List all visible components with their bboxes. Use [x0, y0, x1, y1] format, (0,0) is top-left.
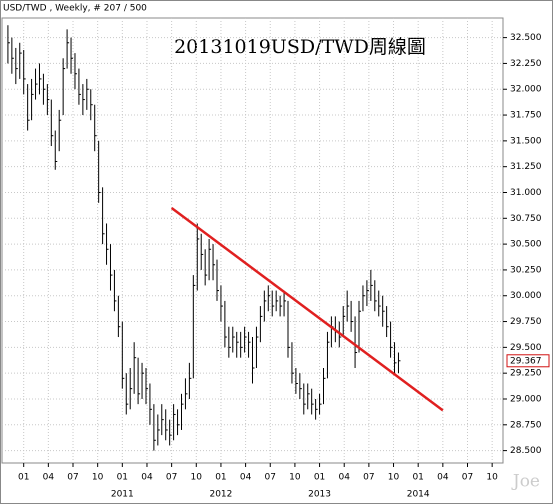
- x-tick-label: 07: [462, 473, 473, 483]
- x-tick-label: 10: [92, 473, 104, 483]
- x-tick-label: 10: [289, 473, 301, 483]
- y-tick-label: 30.000: [510, 291, 542, 301]
- x-tick-label: 04: [437, 473, 449, 483]
- y-tick-label: 31.750: [510, 111, 542, 121]
- x-tick-label: 10: [388, 473, 400, 483]
- x-tick-label: 01: [117, 473, 128, 483]
- watermark: Joe: [511, 472, 540, 492]
- x-tick-label: 01: [412, 473, 423, 483]
- y-tick-label: 28.750: [510, 420, 542, 430]
- x-tick-label: 04: [240, 473, 252, 483]
- x-tick-label: 01: [18, 473, 29, 483]
- y-tick-label: 29.250: [510, 369, 542, 379]
- y-tick-label: 31.500: [510, 136, 542, 146]
- year-label: 2014: [407, 490, 430, 500]
- y-tick-label: 32.500: [510, 33, 542, 43]
- x-tick-label: 07: [166, 473, 177, 483]
- x-tick-label: 04: [338, 473, 350, 483]
- y-tick-label: 31.250: [510, 162, 542, 172]
- y-tick-label: 30.250: [510, 265, 542, 275]
- plot-frame: [1, 17, 504, 464]
- last-value-label: 29.367: [510, 356, 542, 366]
- trend-line: [170, 206, 444, 412]
- y-tick-label: 29.750: [510, 317, 542, 327]
- y-tick-label: 30.500: [510, 240, 542, 250]
- x-tick-label: 04: [141, 473, 153, 483]
- year-label: 2012: [209, 490, 232, 500]
- x-tick-label: 07: [67, 473, 78, 483]
- x-tick-label: 07: [363, 473, 374, 483]
- y-tick-label: 30.750: [510, 214, 542, 224]
- y-tick-label: 29.500: [510, 343, 542, 353]
- y-tick-label: 28.500: [510, 446, 542, 456]
- x-tick-label: 01: [314, 473, 325, 483]
- year-label: 2013: [308, 490, 331, 500]
- year-label: 2011: [111, 490, 134, 500]
- x-tick-label: 01: [215, 473, 226, 483]
- y-tick-label: 32.000: [510, 85, 542, 95]
- y-tick-label: 31.000: [510, 188, 542, 198]
- x-tick-label: 10: [191, 473, 203, 483]
- y-tick-label: 29.000: [510, 394, 542, 404]
- y-tick-label: 32.250: [510, 59, 542, 69]
- chart-title: 20131019USD/TWD周線圖: [174, 36, 426, 58]
- x-tick-label: 04: [43, 473, 55, 483]
- x-tick-label: 10: [486, 473, 498, 483]
- x-tick-label: 07: [265, 473, 276, 483]
- header: USD/TWD , Weekly, # 207 / 500: [3, 4, 147, 14]
- last-value-box: [506, 354, 550, 368]
